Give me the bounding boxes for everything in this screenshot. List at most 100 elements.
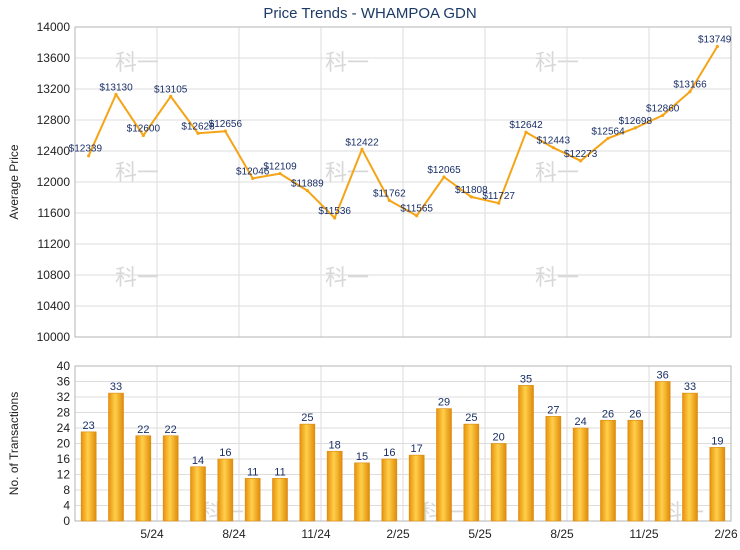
transactions-y-tick-label: 12 bbox=[57, 468, 71, 482]
watermark-text: 科一 bbox=[325, 51, 369, 76]
transaction-bar bbox=[354, 462, 370, 522]
price-data-label: $12628 bbox=[181, 121, 215, 132]
transactions-y-tick-label: 16 bbox=[57, 452, 71, 466]
price-point bbox=[87, 154, 91, 158]
transaction-bar bbox=[162, 435, 179, 522]
price-point bbox=[415, 214, 419, 218]
price-data-label: $12698 bbox=[619, 116, 653, 127]
transaction-bar bbox=[518, 385, 534, 522]
transaction-count-label: 17 bbox=[411, 443, 423, 455]
transaction-bar bbox=[627, 419, 644, 522]
x-tick-label: 5/24 bbox=[140, 527, 164, 541]
price-y-tick-label: 14000 bbox=[37, 20, 71, 34]
watermark-text: 科一 bbox=[535, 51, 579, 76]
price-point bbox=[278, 171, 282, 176]
price-point bbox=[114, 92, 118, 97]
transaction-count-label: 22 bbox=[137, 424, 149, 436]
watermark-text: 科一 bbox=[115, 51, 159, 76]
transaction-bar bbox=[572, 427, 589, 522]
price-y-tick-label: 10400 bbox=[37, 299, 71, 313]
price-point bbox=[688, 90, 692, 94]
watermark-text: 科一 bbox=[535, 266, 579, 291]
price-point bbox=[551, 146, 555, 150]
price-point bbox=[333, 216, 337, 220]
price-plot-frame bbox=[74, 26, 732, 338]
transaction-bar bbox=[408, 454, 425, 522]
price-y-tick-label: 10000 bbox=[37, 330, 71, 344]
price-data-label: $12065 bbox=[427, 165, 461, 176]
transaction-bar bbox=[217, 458, 234, 522]
x-tick-label: 5/25 bbox=[468, 527, 492, 541]
price-point bbox=[715, 44, 719, 49]
price-y-tick-label: 12000 bbox=[37, 175, 71, 189]
price-point bbox=[360, 147, 364, 151]
transaction-bar bbox=[381, 458, 398, 522]
chart-title: Price Trends - WHAMPOA GDN bbox=[263, 5, 477, 22]
price-point bbox=[579, 159, 583, 163]
price-data-label: $12443 bbox=[537, 136, 571, 147]
x-tick-label: 11/24 bbox=[301, 527, 330, 541]
price-y-tick-label: 13600 bbox=[37, 51, 71, 65]
price-y-tick-label: 12800 bbox=[37, 113, 71, 127]
x-tick-label: 8/24 bbox=[222, 527, 246, 541]
price-point bbox=[469, 195, 473, 199]
watermark-text: 科一 bbox=[325, 266, 369, 291]
price-data-label: $12046 bbox=[236, 166, 270, 177]
price-point bbox=[524, 130, 528, 134]
x-tick-label: 2/25 bbox=[386, 527, 410, 541]
transaction-bar bbox=[682, 392, 698, 522]
price-line bbox=[87, 45, 719, 219]
price-y-tick-label: 13200 bbox=[37, 82, 71, 96]
price-data-label: $11808 bbox=[455, 185, 488, 196]
transaction-bar bbox=[326, 450, 343, 522]
price-data-label: $12600 bbox=[127, 124, 161, 135]
transactions-y-tick-label: 28 bbox=[57, 406, 71, 420]
x-tick-label: 2/26 bbox=[714, 527, 738, 541]
transactions-y-tick-label: 36 bbox=[57, 375, 71, 389]
x-tick-label: 8/25 bbox=[550, 527, 574, 541]
transaction-count-label: 29 bbox=[438, 397, 450, 409]
price-data-label: $12656 bbox=[209, 119, 243, 130]
transaction-count-label: 19 bbox=[711, 435, 723, 447]
transaction-bar bbox=[190, 466, 206, 522]
price-point bbox=[633, 126, 637, 130]
transaction-bar bbox=[244, 478, 261, 522]
transactions-y-tick-label: 4 bbox=[63, 499, 70, 513]
transaction-count-label: 11 bbox=[247, 466, 258, 478]
price-data-label: $12339 bbox=[69, 144, 103, 155]
price-data-label: $13105 bbox=[154, 84, 188, 95]
price-point bbox=[196, 131, 200, 135]
transaction-count-label: 33 bbox=[684, 381, 696, 393]
transaction-bar bbox=[135, 435, 152, 522]
transaction-bar bbox=[80, 431, 97, 522]
transaction-bar bbox=[436, 408, 452, 522]
transaction-bar bbox=[463, 423, 480, 522]
price-data-label: $11536 bbox=[318, 206, 351, 217]
transaction-count-label: 26 bbox=[629, 408, 641, 420]
price-data-label: $11727 bbox=[482, 191, 515, 202]
price-y-tick-label: 12400 bbox=[37, 144, 71, 158]
transaction-bar bbox=[108, 392, 124, 522]
price-point bbox=[442, 175, 446, 179]
transaction-bar bbox=[299, 423, 316, 522]
price-y-tick-label: 10800 bbox=[37, 268, 71, 282]
price-point bbox=[387, 198, 391, 203]
price-point bbox=[497, 201, 501, 205]
price-point bbox=[169, 94, 173, 98]
price-data-label: $12109 bbox=[263, 162, 297, 173]
transaction-count-label: 16 bbox=[383, 447, 395, 459]
transaction-count-label: 20 bbox=[493, 432, 505, 444]
transaction-bar bbox=[709, 447, 726, 522]
transaction-count-label: 25 bbox=[465, 412, 477, 424]
price-data-label: $12564 bbox=[591, 126, 625, 137]
price-point bbox=[661, 113, 665, 117]
transactions-plot-frame bbox=[74, 365, 732, 522]
transaction-count-label: 14 bbox=[192, 455, 204, 467]
transaction-bar bbox=[654, 381, 671, 522]
transaction-count-label: 11 bbox=[274, 466, 285, 478]
transaction-bar bbox=[490, 443, 507, 522]
price-data-label: $12273 bbox=[564, 149, 598, 160]
transactions-y-axis-label: No. of Transactions bbox=[7, 392, 21, 495]
transaction-count-label: 22 bbox=[165, 424, 177, 436]
